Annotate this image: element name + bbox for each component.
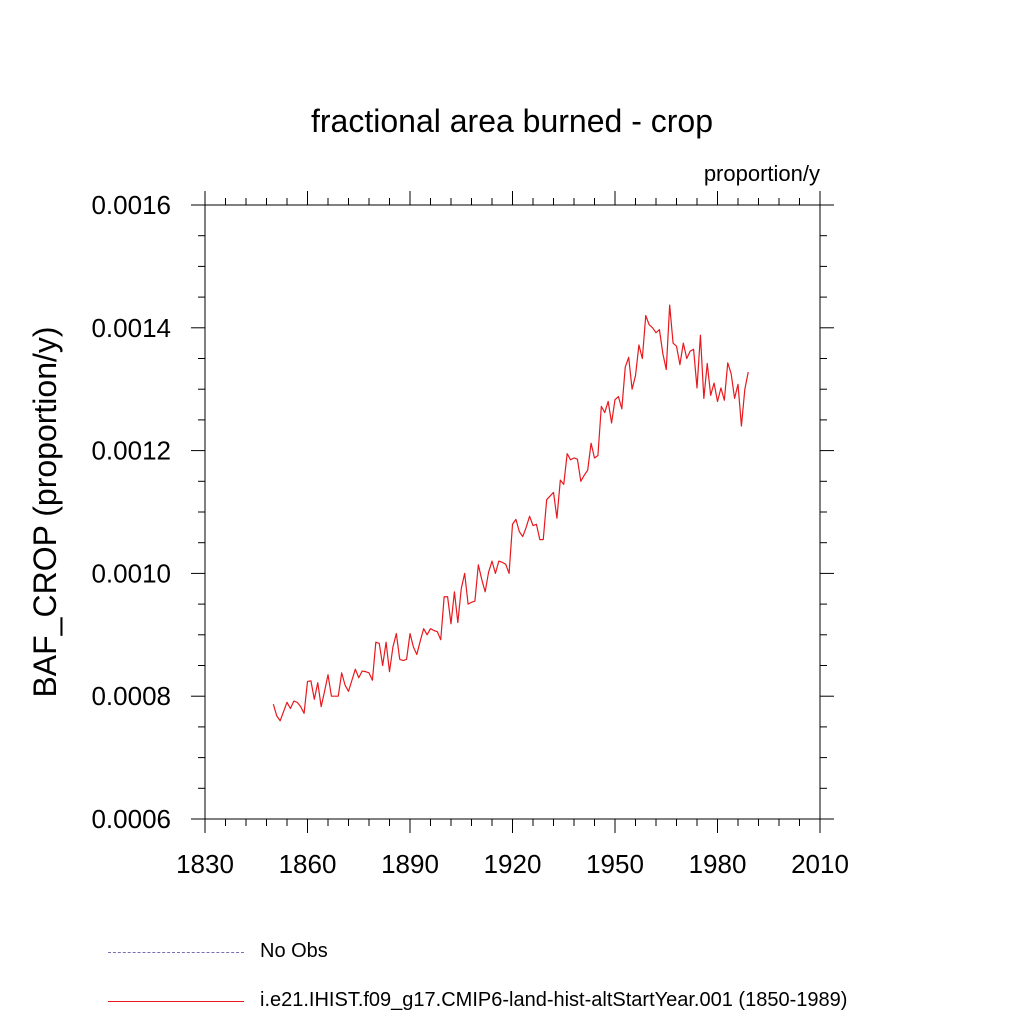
axis-ticks [191, 191, 834, 833]
legend-label: No Obs [260, 940, 328, 962]
legend-swatch-solid [108, 1001, 244, 1002]
series-line [272, 304, 749, 722]
axis-tick-labels: 1830 1860 1890 1920 1950 1980 2010 0.0006 0.0008… [91, 190, 848, 879]
y-tick-label: 0.0006 [91, 804, 171, 834]
y-tick-label: 0.0010 [91, 558, 171, 588]
series-layer [272, 304, 749, 722]
x-tick-label: 1920 [484, 849, 542, 879]
units-label: proportion/y [704, 161, 820, 186]
x-tick-label: 1860 [279, 849, 337, 879]
legend-label: i.e21.IHIST.f09_g17.CMIP6-land-hist-altS… [260, 989, 848, 1011]
x-tick-label: 1830 [176, 849, 234, 879]
x-tick-label: 1950 [586, 849, 644, 879]
x-tick-label: 1890 [381, 849, 439, 879]
y-tick-label: 0.0012 [91, 436, 171, 466]
y-tick-label: 0.0008 [91, 681, 171, 711]
legend-swatch-dashed [108, 952, 244, 953]
y-tick-label: 0.0016 [91, 190, 171, 220]
y-tick-label: 0.0014 [91, 313, 171, 343]
chart-title: fractional area burned - crop [311, 103, 713, 139]
x-tick-label: 1980 [689, 849, 747, 879]
plot-frame [204, 204, 821, 820]
x-tick-label: 2010 [791, 849, 849, 879]
y-axis-label: BAF_CROP (proportion/y) [27, 326, 63, 697]
